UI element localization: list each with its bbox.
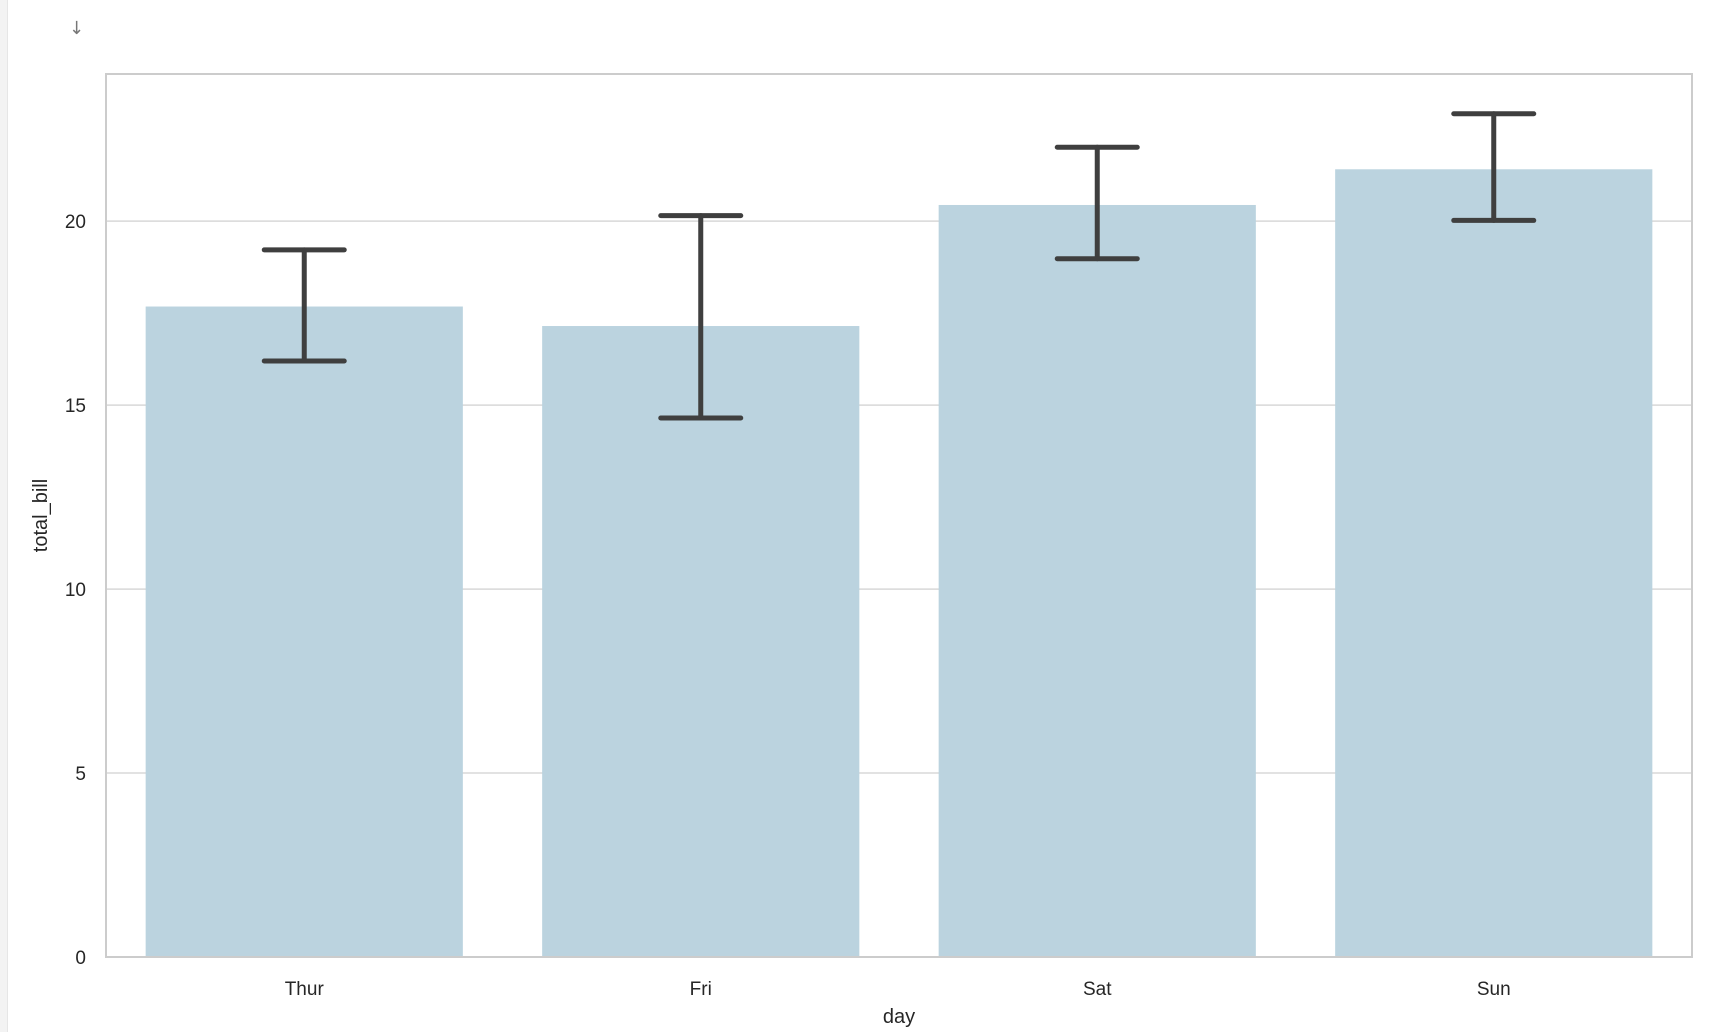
y-tick-label: 15 [65, 396, 86, 417]
x-tick-label: Thur [285, 979, 325, 1000]
output-collapse-icon[interactable]: ↓ [69, 18, 85, 39]
y-tick-label: 10 [65, 580, 86, 601]
bar [938, 204, 1256, 957]
bar [542, 326, 860, 957]
error-bars [261, 111, 1537, 421]
bars [145, 169, 1653, 958]
y-tick-label: 5 [75, 764, 86, 785]
bar [145, 306, 463, 958]
notebook-gutter [0, 0, 8, 1032]
bar [1335, 169, 1653, 958]
x-axis-label: day [883, 1006, 915, 1028]
x-tick-label: Sun [1477, 979, 1511, 1000]
y-axis-label: total_bill [30, 479, 52, 552]
x-tick-label: Fri [690, 979, 712, 1000]
x-tick-labels: Thur Fri Sat Sun [285, 979, 1511, 1000]
x-tick-label: Sat [1083, 979, 1112, 1000]
y-tick-labels: 0 5 10 15 20 [65, 212, 86, 969]
y-tick-label: 20 [65, 212, 86, 233]
y-tick-label: 0 [75, 948, 86, 969]
plot-frame [105, 73, 1693, 958]
